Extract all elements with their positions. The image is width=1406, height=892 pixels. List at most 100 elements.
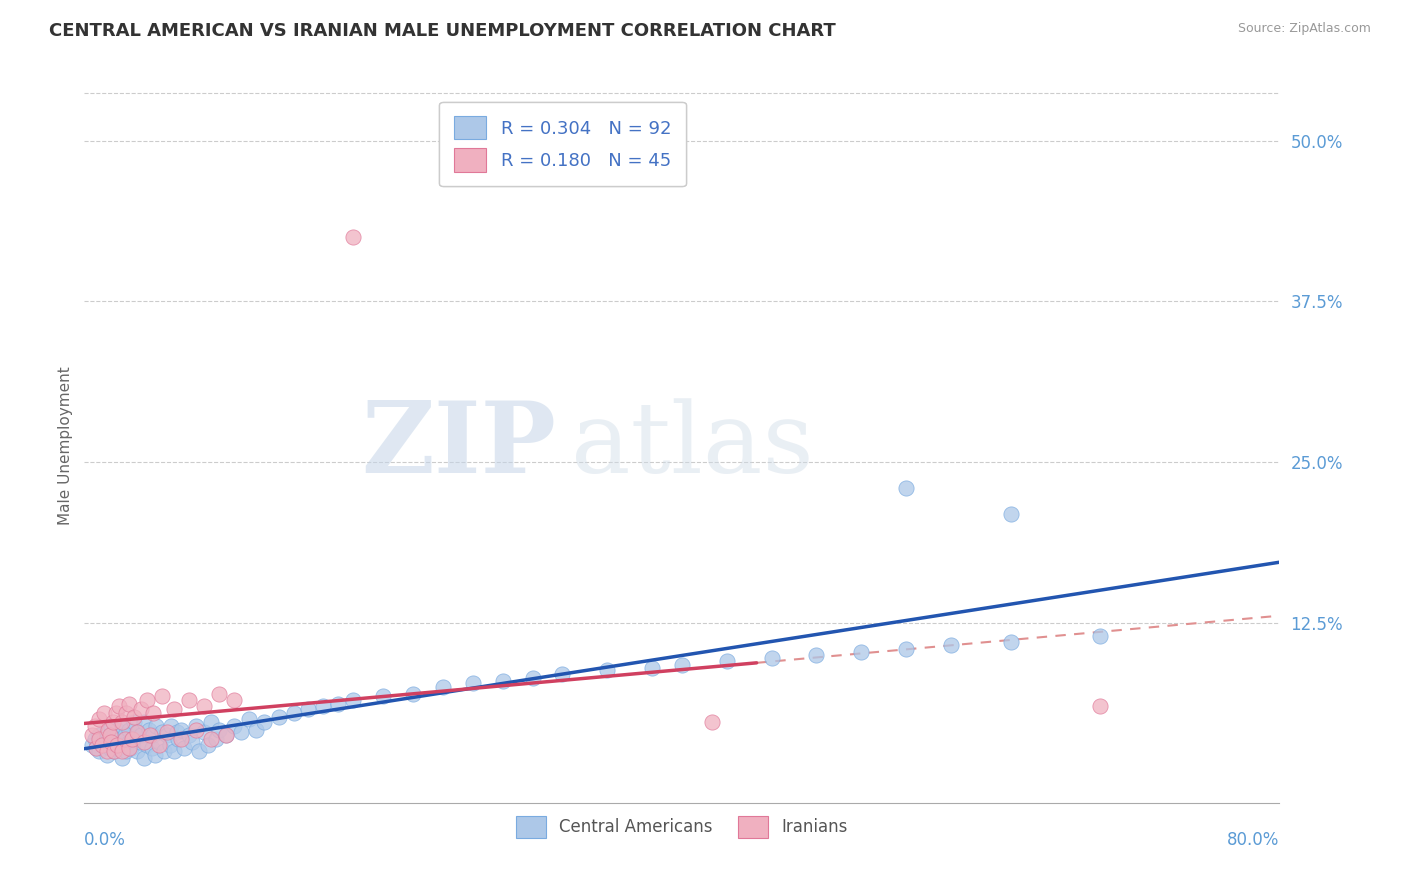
Point <box>342 693 364 707</box>
Text: 0.0%: 0.0% <box>84 831 127 849</box>
Point <box>238 712 260 726</box>
Point <box>136 693 159 707</box>
Point <box>231 725 253 739</box>
Point <box>89 731 111 746</box>
Point <box>170 731 193 746</box>
Point <box>197 738 219 752</box>
Point <box>120 740 142 755</box>
Point <box>104 706 127 720</box>
Point <box>193 725 215 739</box>
Point <box>215 728 238 742</box>
Point <box>522 671 544 685</box>
Point <box>96 744 118 758</box>
Point <box>186 723 208 737</box>
Point <box>80 728 103 742</box>
Point <box>127 725 149 739</box>
Point <box>91 738 114 752</box>
Point <box>150 725 173 739</box>
Point <box>267 709 290 723</box>
Point <box>89 712 111 726</box>
Point <box>91 738 114 752</box>
Point <box>107 699 129 714</box>
Point <box>80 738 103 752</box>
Point <box>141 740 163 755</box>
Text: CENTRAL AMERICAN VS IRANIAN MALE UNEMPLOYMENT CORRELATION CHART: CENTRAL AMERICAN VS IRANIAN MALE UNEMPLO… <box>49 22 837 40</box>
Point <box>939 638 962 652</box>
Point <box>208 723 231 737</box>
Point <box>138 723 160 737</box>
Point <box>170 723 193 737</box>
Point <box>1090 699 1112 714</box>
Point <box>193 699 215 714</box>
Point <box>96 725 118 739</box>
Point <box>167 731 190 746</box>
Point <box>86 740 108 755</box>
Point <box>100 719 122 733</box>
Point <box>188 744 211 758</box>
Point <box>83 731 105 746</box>
Point <box>115 706 138 720</box>
Text: 80.0%: 80.0% <box>1227 831 1279 849</box>
Point <box>181 735 204 749</box>
Legend: Central Americans, Iranians: Central Americans, Iranians <box>508 808 856 846</box>
Point <box>107 740 129 755</box>
Point <box>641 661 664 675</box>
Point <box>253 714 276 729</box>
Point <box>432 680 454 694</box>
Point <box>122 709 145 723</box>
Point <box>222 693 245 707</box>
Point <box>155 728 177 742</box>
Point <box>97 723 120 737</box>
Point <box>103 728 125 742</box>
Point <box>118 697 141 711</box>
Point <box>139 728 162 742</box>
Point <box>160 719 183 733</box>
Point <box>111 719 134 733</box>
Point <box>159 738 181 752</box>
Text: ZIP: ZIP <box>361 398 557 494</box>
Point <box>142 728 165 742</box>
Point <box>93 706 115 720</box>
Point <box>125 725 148 739</box>
Point <box>761 650 783 665</box>
Point <box>200 714 222 729</box>
Point <box>86 740 108 755</box>
Point <box>145 719 167 733</box>
Point <box>118 723 141 737</box>
Point <box>186 719 208 733</box>
Point <box>222 719 245 733</box>
Point <box>114 728 136 742</box>
Point <box>111 751 134 765</box>
Point <box>100 735 122 749</box>
Point <box>118 740 141 755</box>
Point <box>342 230 364 244</box>
Point <box>148 735 170 749</box>
Point <box>205 731 228 746</box>
Point <box>104 738 127 752</box>
Point <box>111 744 134 758</box>
Point <box>200 731 222 746</box>
Point <box>177 693 200 707</box>
Point <box>208 686 231 700</box>
Point <box>373 689 395 703</box>
Point <box>136 738 159 752</box>
Point <box>1090 629 1112 643</box>
Point <box>716 654 738 668</box>
Point <box>112 738 135 752</box>
Point <box>492 673 515 688</box>
Point <box>128 735 150 749</box>
Point <box>89 728 111 742</box>
Point <box>100 735 122 749</box>
Point <box>142 706 165 720</box>
Point <box>105 723 128 737</box>
Point <box>894 481 917 495</box>
Point <box>93 731 115 746</box>
Text: Source: ZipAtlas.com: Source: ZipAtlas.com <box>1237 22 1371 36</box>
Point <box>125 744 148 758</box>
Point <box>163 702 186 716</box>
Point <box>132 751 156 765</box>
Point <box>402 686 425 700</box>
Point <box>96 748 118 763</box>
Point <box>103 744 125 758</box>
Point <box>851 645 873 659</box>
